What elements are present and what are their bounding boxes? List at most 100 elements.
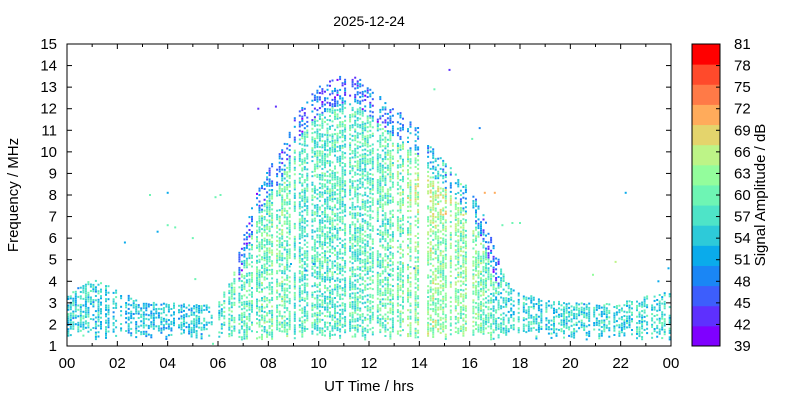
signal-cell bbox=[311, 110, 314, 113]
signal-cell bbox=[127, 307, 130, 310]
signal-cell bbox=[89, 318, 92, 320]
signal-cell bbox=[369, 101, 372, 104]
signal-cell bbox=[288, 190, 291, 192]
signal-cell bbox=[391, 298, 394, 300]
signal-cell bbox=[379, 139, 382, 142]
signal-cell bbox=[301, 290, 304, 293]
signal-cell bbox=[354, 212, 357, 215]
signal-cell bbox=[94, 325, 97, 328]
signal-cell bbox=[437, 319, 440, 322]
signal-cell bbox=[379, 225, 382, 228]
signal-cell bbox=[459, 230, 462, 233]
signal-cell bbox=[268, 301, 271, 304]
signal-cell bbox=[313, 191, 316, 194]
signal-cell bbox=[326, 326, 329, 329]
signal-cell bbox=[105, 332, 107, 335]
signal-cell bbox=[298, 173, 301, 175]
signal-cell bbox=[454, 298, 457, 301]
signal-cell bbox=[324, 198, 326, 201]
signal-cell bbox=[84, 292, 87, 295]
signal-cell bbox=[316, 167, 319, 170]
signal-cell bbox=[336, 89, 339, 92]
signal-cell bbox=[356, 166, 359, 169]
signal-cell bbox=[366, 175, 369, 178]
signal-cell bbox=[427, 237, 430, 240]
signal-cell bbox=[230, 304, 233, 307]
signal-cell bbox=[361, 313, 364, 316]
signal-cell bbox=[261, 325, 263, 328]
signal-cell bbox=[432, 193, 435, 196]
signal-cell bbox=[303, 252, 306, 255]
signal-cell bbox=[301, 258, 304, 260]
signal-cell bbox=[248, 328, 251, 331]
signal-cell bbox=[361, 136, 364, 139]
signal-cell bbox=[402, 128, 404, 131]
signal-cell bbox=[417, 243, 420, 246]
signal-cell bbox=[354, 307, 357, 310]
signal-cell bbox=[399, 211, 402, 214]
signal-cell bbox=[391, 274, 394, 277]
signal-cell bbox=[326, 97, 329, 100]
signal-cell bbox=[293, 294, 296, 297]
signal-cell bbox=[266, 195, 269, 198]
signal-cell bbox=[326, 149, 329, 152]
signal-cell bbox=[366, 145, 369, 148]
signal-cell bbox=[334, 148, 336, 151]
signal-cell bbox=[427, 192, 430, 195]
signal-cell bbox=[384, 175, 387, 178]
signal-cell bbox=[316, 255, 319, 258]
signal-cell bbox=[356, 287, 359, 290]
signal-cell bbox=[381, 127, 384, 130]
signal-cell bbox=[344, 184, 347, 187]
signal-cell bbox=[188, 315, 191, 318]
signal-cell bbox=[349, 191, 352, 194]
signal-cell bbox=[386, 117, 389, 120]
signal-cell bbox=[261, 247, 263, 250]
signal-cell bbox=[402, 318, 404, 321]
signal-cell bbox=[389, 309, 392, 312]
signal-cell bbox=[321, 312, 324, 315]
signal-cell bbox=[407, 194, 409, 197]
signal-cell bbox=[437, 315, 440, 318]
signal-cell bbox=[127, 325, 130, 328]
signal-cell bbox=[459, 314, 462, 317]
signal-cell bbox=[283, 324, 286, 327]
signal-cell bbox=[223, 302, 226, 305]
signal-cell bbox=[268, 189, 271, 192]
signal-cell bbox=[329, 168, 331, 171]
signal-cell bbox=[268, 167, 271, 170]
signal-cell bbox=[306, 207, 309, 210]
signal-cell bbox=[369, 88, 372, 91]
signal-cell bbox=[334, 325, 336, 328]
signal-cell bbox=[336, 311, 339, 314]
signal-cell bbox=[105, 306, 107, 309]
signal-cell bbox=[329, 194, 331, 197]
signal-cell bbox=[427, 321, 430, 324]
signal-cell bbox=[278, 189, 281, 192]
signal-cell bbox=[336, 305, 339, 308]
signal-cell bbox=[384, 233, 387, 236]
signal-cell bbox=[449, 264, 452, 267]
signal-cell bbox=[326, 138, 329, 141]
signal-cell bbox=[311, 231, 314, 234]
signal-cell bbox=[381, 324, 384, 327]
signal-cell bbox=[351, 134, 354, 137]
signal-cell bbox=[162, 302, 165, 305]
signal-cell bbox=[409, 196, 412, 199]
signal-cell bbox=[278, 166, 281, 168]
signal-cell bbox=[399, 191, 402, 194]
signal-cell bbox=[402, 285, 404, 288]
signal-cell bbox=[434, 257, 437, 260]
signal-cell bbox=[437, 261, 440, 264]
signal-cell bbox=[301, 275, 304, 278]
signal-cell bbox=[321, 111, 324, 114]
signal-cell bbox=[364, 262, 367, 265]
signal-cell bbox=[318, 243, 321, 245]
signal-cell bbox=[339, 216, 342, 219]
signal-cell bbox=[329, 298, 331, 301]
signal-cell bbox=[311, 188, 314, 191]
signal-cell bbox=[366, 121, 369, 124]
signal-cell bbox=[336, 253, 339, 256]
signal-cell bbox=[278, 295, 281, 298]
signal-cell bbox=[135, 331, 138, 334]
